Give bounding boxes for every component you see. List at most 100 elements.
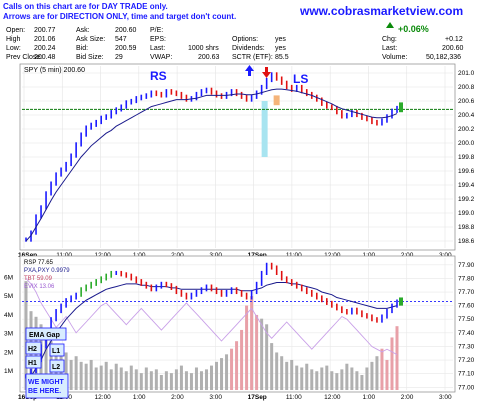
indicator-y-tick: 77.40: [458, 330, 475, 337]
indicator-x-tick: 2:00: [171, 394, 184, 401]
volume-bar: [235, 341, 239, 390]
eps-label: EPS:: [150, 36, 166, 43]
volume-bar: [355, 371, 359, 390]
volume-bar: [144, 367, 148, 390]
indicator-y-tick: 77.90: [458, 262, 475, 269]
chg-value: +0.12: [445, 36, 463, 43]
volume-tick: 1M: [4, 368, 13, 375]
volume-bar: [114, 363, 118, 390]
price-y-tick: 201.0: [458, 70, 475, 77]
volume-bar: [250, 296, 254, 390]
volume-bar: [330, 371, 334, 390]
bid-value: 200.59: [115, 45, 137, 52]
indicator-y-tick: 77.30: [458, 343, 475, 350]
price-y-tick: 199.4: [458, 182, 475, 189]
vwap-value: 200.63: [198, 54, 220, 61]
price-x-tick: 11:00: [56, 252, 72, 259]
volume-bar: [64, 352, 68, 390]
price-chart-title: SPY (5 min) 200.60: [24, 67, 85, 74]
volume-bar: [204, 369, 208, 390]
indicator-x-axis: 16Sep11:0012:001:002:003:0017Sep11:0012:…: [18, 394, 452, 401]
volume-bar: [380, 348, 384, 390]
volume-bar: [255, 314, 259, 390]
ls-annotation: LS: [293, 72, 308, 86]
volume-bar: [385, 359, 389, 390]
site-url[interactable]: www.cobrasmarketview.com: [299, 4, 463, 18]
volume-bar: [179, 365, 183, 390]
volume-bar: [199, 371, 203, 390]
moving-average-line: [25, 88, 398, 242]
volume-bar: [370, 361, 374, 390]
volume-bar: [315, 371, 319, 390]
indicator-x-tick: 12:00: [324, 394, 341, 401]
volume-bar: [159, 374, 163, 390]
indicator-y-tick: 77.10: [458, 371, 475, 378]
price-x-tick: 1:00: [362, 252, 375, 259]
open-label: Open:: [6, 27, 25, 34]
volume-bar: [44, 337, 48, 390]
price-x-tick: 3:00: [439, 252, 452, 259]
volume-bar: [240, 329, 244, 390]
price-x-tick: 1:00: [133, 252, 146, 259]
volume-label: Volume:: [382, 54, 407, 61]
last-price-label: Last:: [382, 45, 397, 52]
last-label: Last:: [150, 45, 165, 52]
volume-bar: [360, 374, 364, 390]
volume-bar: [119, 367, 123, 390]
volume-bar: [300, 367, 304, 390]
price-y-axis: 201.0 200.8 200.6 200.4 200.2 200.0 199.8 199.6…: [458, 70, 475, 245]
volume-bar: [74, 356, 78, 390]
indicator-x-tick: 17Sep: [248, 394, 267, 401]
volume-bar: [174, 369, 178, 390]
volume-bar: [245, 305, 249, 390]
volume-tick: 6M: [4, 274, 13, 281]
volume-bar: [220, 358, 224, 390]
volume-bar: [124, 371, 128, 390]
volume-bar: [275, 352, 279, 390]
price-x-tick: 16Sep: [18, 252, 37, 259]
evix-line: [25, 278, 398, 355]
volume-bar: [210, 365, 213, 390]
volume-bar: [84, 363, 88, 390]
volume-bar: [194, 367, 198, 390]
prevclose-label: Prev Close:: [6, 54, 42, 61]
high-label: High: [6, 36, 21, 43]
ask-value: 200.60: [115, 27, 137, 34]
price-y-tick: 200.8: [458, 84, 475, 91]
volume-bar: [280, 356, 284, 390]
notice-line-2: Arrows are for DIRECTION ONLY, time and …: [3, 12, 236, 21]
volume-bar: [345, 363, 349, 390]
volume-bar: [260, 318, 264, 390]
price-y-tick: 199.2: [458, 196, 475, 203]
price-x-tick: 2:00: [401, 252, 414, 259]
low-value: 200.24: [34, 45, 56, 52]
indicator-y-tick: 77.70: [458, 289, 475, 296]
price-x-tick: 12:00: [95, 252, 112, 259]
legend-pxa: PXA,PXY 0.9979: [24, 268, 70, 274]
price-x-tick: 12:00: [324, 252, 341, 259]
volume-bar: [89, 359, 93, 390]
volume-bar: [350, 367, 354, 390]
volume-bar: [365, 367, 369, 390]
indicator-x-tick: 1:00: [133, 394, 146, 401]
volume-bar: [340, 369, 344, 390]
options-label: Options:: [232, 36, 258, 43]
last-green-bar: [399, 102, 403, 113]
price-y-tick: 199.0: [458, 210, 475, 217]
ema-l1: L1: [52, 348, 60, 355]
bidsize-value: 29: [115, 54, 123, 61]
volume-bar: [295, 365, 299, 390]
indicator-x-tick: 2:00: [401, 394, 414, 401]
volume-tick: 4M: [4, 312, 13, 319]
volume-bar: [184, 371, 188, 390]
price-y-tick: 200.6: [458, 98, 475, 105]
volume-bar: [69, 359, 73, 390]
indicator-y-tick: 77.60: [458, 303, 475, 310]
legend-evix: EVIX 13.06: [24, 284, 55, 290]
price-x-tick: 3:00: [209, 252, 222, 259]
price-y-tick: 198.8: [458, 224, 475, 231]
volume-tick: 5M: [4, 293, 13, 300]
indicator-x-tick: 3:00: [439, 394, 452, 401]
orange-zone: [273, 95, 280, 106]
